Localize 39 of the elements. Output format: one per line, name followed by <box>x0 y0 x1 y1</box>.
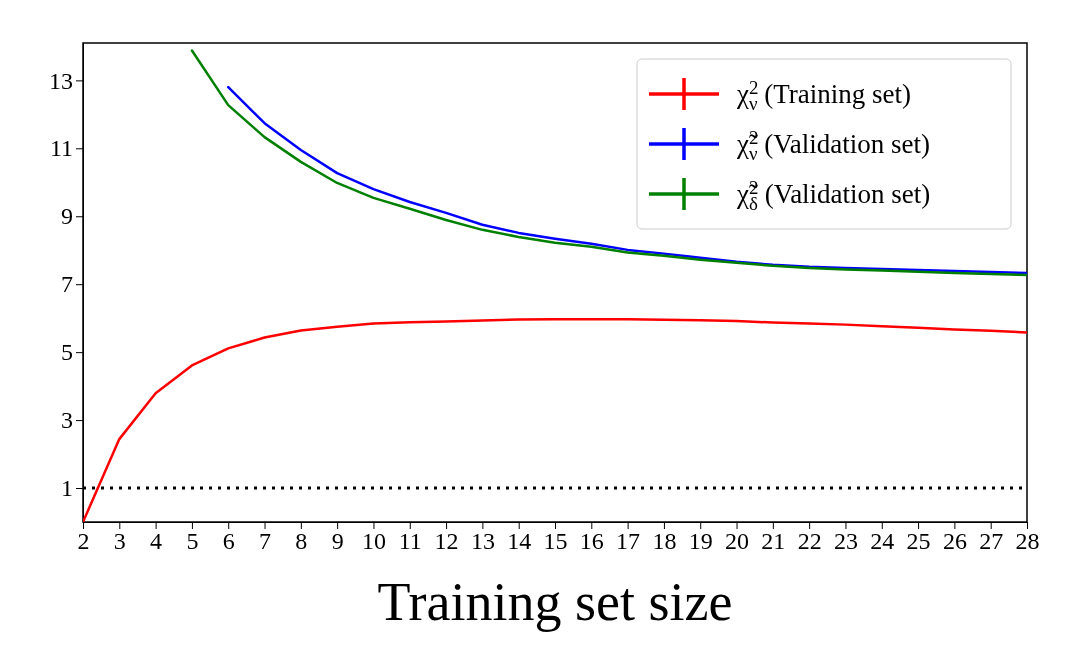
x-tick-label: 18 <box>652 528 677 555</box>
x-tick-label: 28 <box>1015 528 1040 555</box>
x-tick-label: 6 <box>222 528 235 555</box>
legend-label: χ̃$^{2}$$_{ν}$ (Validation set) <box>736 127 930 164</box>
legend-label: χ̃$^{2}$$_{δ}$ (Validation set) <box>736 177 931 214</box>
legend-label: χ$^{2}$$_{ν}$ (Training set) <box>736 77 912 114</box>
x-tick-label: 17 <box>616 528 641 555</box>
x-tick-label: 19 <box>688 528 713 555</box>
x-tick-label: 2 <box>77 528 90 555</box>
y-tick-label: 13 <box>49 67 73 94</box>
x-tick-label: 13 <box>470 528 495 555</box>
x-tick-label: 14 <box>507 528 532 555</box>
x-tick-label: 12 <box>434 528 459 555</box>
x-tick-label: 27 <box>979 528 1004 555</box>
x-tick-label: 25 <box>906 528 931 555</box>
x-axis-title: Training set size <box>377 572 733 632</box>
y-tick-label: 1 <box>61 475 73 502</box>
x-tick-label: 4 <box>150 528 163 555</box>
x-tick-label: 22 <box>797 528 822 555</box>
x-tick-label: 9 <box>331 528 344 555</box>
x-tick-label: 21 <box>761 528 786 555</box>
x-tick-label: 10 <box>361 528 386 555</box>
x-tick-label: 20 <box>725 528 750 555</box>
y-tick-label: 5 <box>61 339 73 366</box>
x-tick-label: 11 <box>398 528 422 555</box>
x-tick-label: 3 <box>113 528 126 555</box>
y-tick-label: 7 <box>61 271 73 298</box>
x-tick-label: 24 <box>870 528 895 555</box>
y-tick-label: 11 <box>49 135 73 162</box>
x-tick-label: 26 <box>942 528 967 555</box>
x-tick-label: 15 <box>543 528 568 555</box>
x-tick-label: 23 <box>833 528 858 555</box>
x-tick-label: 5 <box>186 528 199 555</box>
line-series <box>190 49 1027 277</box>
x-tick-label: 8 <box>295 528 308 555</box>
y-tick-label: 9 <box>61 203 73 230</box>
x-tick-label: 16 <box>579 528 604 555</box>
x-tick-label: 7 <box>259 528 272 555</box>
y-tick-label: 3 <box>61 407 73 434</box>
